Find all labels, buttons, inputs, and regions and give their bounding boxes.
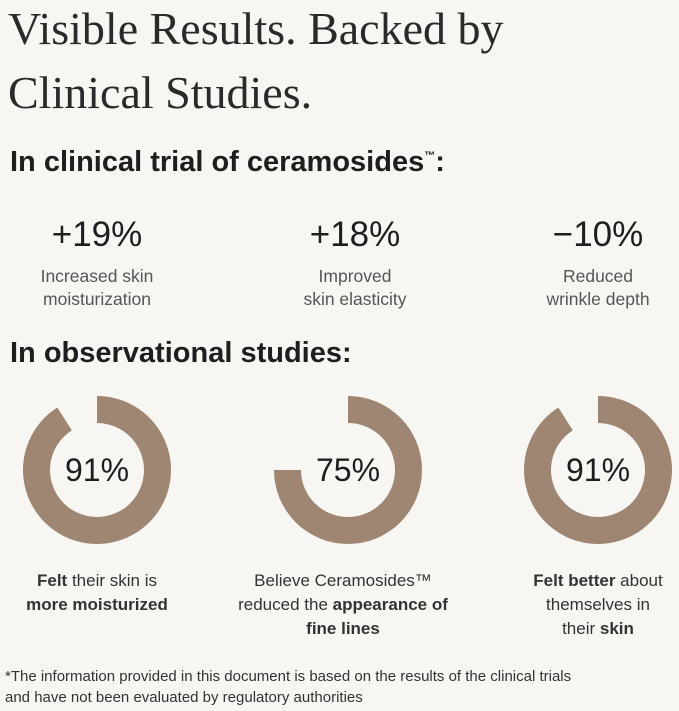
caption-line: Felt better about (533, 571, 663, 590)
caption-run: about (615, 571, 663, 590)
caption-line: themselves in (546, 595, 650, 614)
caption-run: appearance of (333, 595, 449, 614)
footnote: *The information provided in this docume… (5, 668, 571, 685)
caption-line: more moisturized (26, 595, 168, 614)
donut-arc (23, 396, 172, 544)
caption-run: their skin is (67, 571, 157, 590)
stat-label: Increased skin (41, 266, 154, 286)
stat-value: −10% (553, 215, 644, 254)
caption-line: Felt their skin is (37, 571, 157, 590)
stat-label: Reduced (563, 266, 633, 286)
donut-arc (524, 396, 672, 544)
stat-label: skin elasticity (303, 289, 406, 309)
section-heading: In clinical trial of ceramosides™: (10, 146, 445, 178)
title-line: Visible Results. Backed by (8, 3, 504, 54)
stat-value: +18% (310, 215, 401, 254)
donut-label: 91% (65, 452, 129, 488)
caption-run: skin (600, 619, 634, 638)
caption-run: reduced the (238, 595, 333, 614)
title-line: Clinical Studies. (8, 67, 312, 118)
caption-line: Believe Ceramosides™ (254, 571, 432, 590)
section-heading: In observational studies: (10, 337, 352, 369)
caption-run: Felt (37, 571, 68, 590)
caption-line: fine lines (306, 619, 380, 638)
donut-label: 91% (566, 452, 630, 488)
caption-line: reduced the appearance of (238, 595, 448, 614)
stat-label: wrinkle depth (545, 289, 649, 309)
caption-run: fine lines (306, 619, 380, 638)
stat-label: moisturization (43, 289, 151, 309)
caption-run: themselves in (546, 595, 650, 614)
donut-label: 75% (316, 452, 380, 488)
caption-line: their skin (562, 619, 634, 638)
stat-value: +19% (52, 215, 143, 254)
stat-label: Improved (319, 266, 392, 286)
caption-run: more moisturized (26, 595, 168, 614)
donut-arc (274, 396, 422, 544)
caption-run: Believe Ceramosides™ (254, 571, 432, 590)
trademark: ™ (424, 150, 435, 162)
heading-text: In clinical trial of ceramosides (10, 146, 424, 178)
caption-run: Felt better (533, 571, 616, 590)
footnote: and have not been evaluated by regulator… (5, 689, 363, 706)
caption-run: their (562, 619, 600, 638)
heading-end: : (435, 146, 445, 178)
